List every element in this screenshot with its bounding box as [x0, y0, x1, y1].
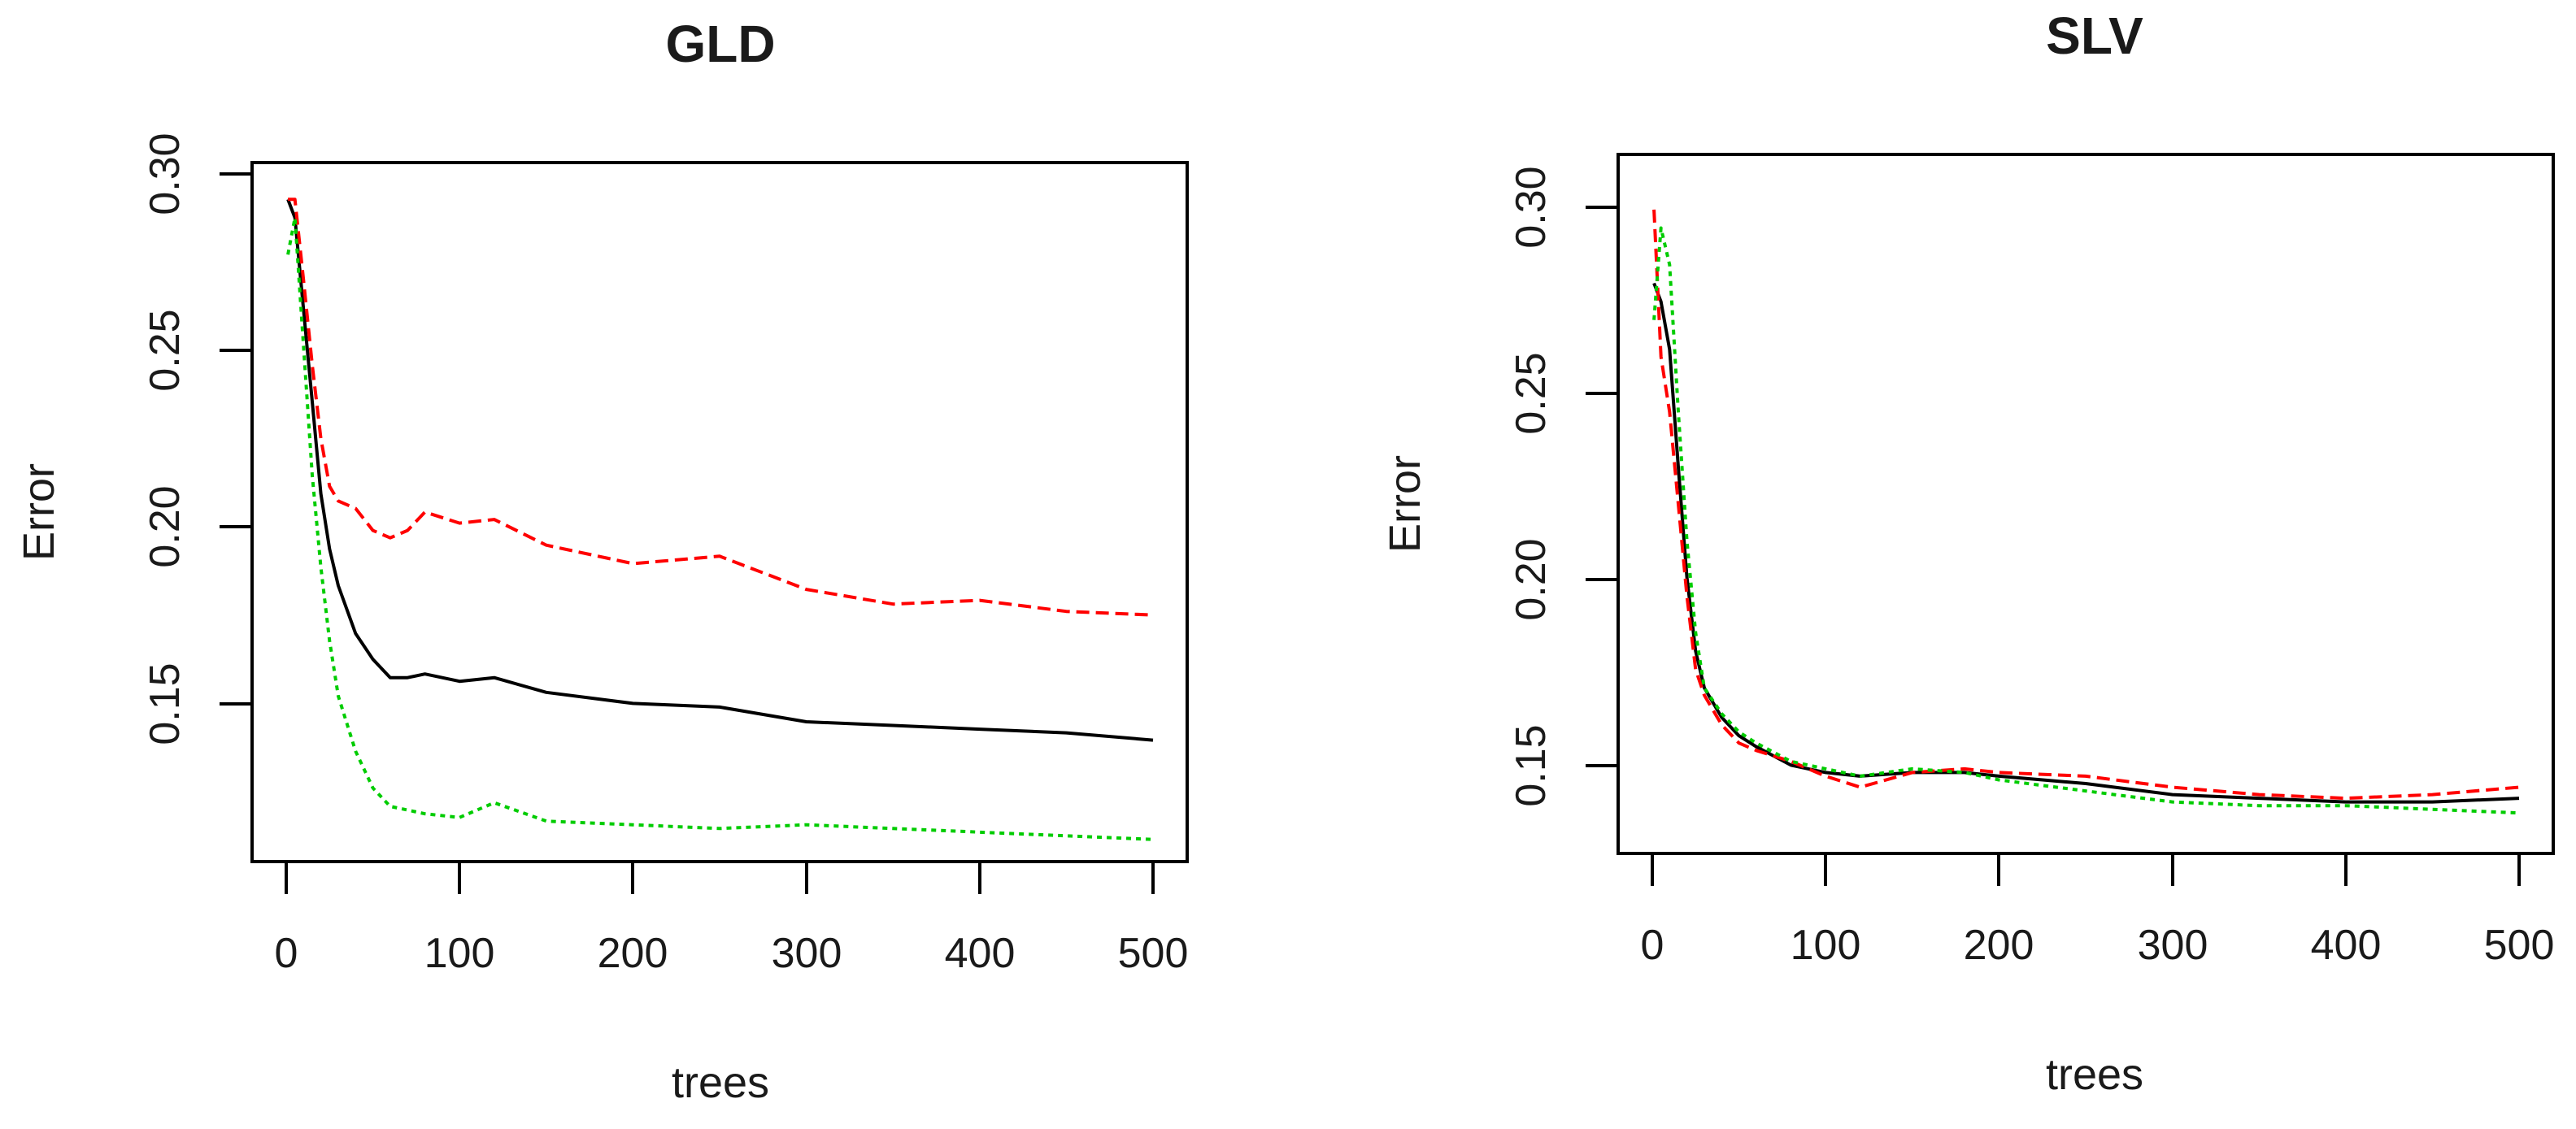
y-tick-label: 0.25	[1508, 352, 1555, 434]
series-layer	[1652, 209, 2520, 815]
gld-panel: GLD 0 100 200 300 400 500 trees 0.15	[15, 15, 1189, 1107]
series-line-3	[1652, 226, 2520, 815]
x-tick-label: 0	[275, 930, 298, 977]
x-tick-label: 500	[2484, 922, 2555, 969]
series-layer	[286, 198, 1154, 841]
x-tick-label: 100	[424, 930, 495, 977]
series-line-2	[288, 198, 1154, 617]
series-line-2	[1652, 209, 2520, 801]
x-axis-label: trees	[2046, 1050, 2143, 1099]
plot-frame	[250, 161, 1189, 863]
x-tick-label: 500	[1118, 930, 1189, 977]
x-tick-label: 200	[1964, 922, 2034, 969]
y-tick-label: 0.30	[1508, 166, 1555, 248]
series-line-1	[1652, 282, 2520, 804]
series-line-3	[286, 215, 1154, 841]
slv-panel: SLV 0 100 200 300 400 500 trees 0.15	[1381, 7, 2555, 1099]
y-tick-label: 0.20	[141, 485, 189, 567]
y-tick-label: 0.25	[141, 309, 189, 391]
y-tick-label: 0.30	[141, 132, 189, 215]
chart-title: GLD	[665, 15, 775, 73]
chart-title: SLV	[2046, 7, 2143, 65]
x-axis-label: trees	[672, 1058, 769, 1107]
x-tick-label: 400	[2311, 922, 2382, 969]
x-tick-label: 300	[2138, 922, 2208, 969]
y-tick-label: 0.15	[141, 662, 189, 745]
y-axis-label: Error	[15, 463, 63, 561]
y-tick-label: 0.15	[1508, 724, 1555, 806]
x-tick-label: 300	[772, 930, 842, 977]
x-tick-label: 200	[598, 930, 668, 977]
x-tick-label: 100	[1791, 922, 1861, 969]
x-tick-label: 0	[1641, 922, 1664, 969]
y-tick-label: 0.20	[1508, 538, 1555, 620]
series-line-1	[286, 198, 1154, 742]
x-tick-label: 400	[945, 930, 1016, 977]
y-axis-label: Error	[1381, 455, 1429, 553]
